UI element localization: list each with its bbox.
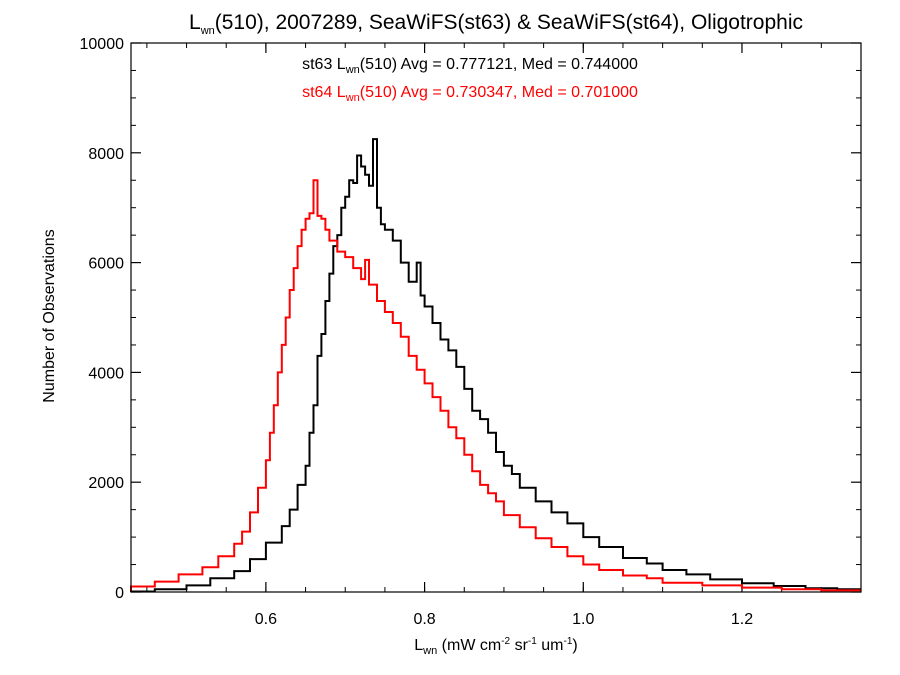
legend-st64-p2: (510) Avg = 0.730347, Med = 0.701000	[360, 84, 638, 101]
y-tick-label: 4000	[88, 365, 124, 382]
y-tick-label: 10000	[80, 36, 125, 53]
legend-st63: st63 Lwn(510) Avg = 0.777121, Med = 0.74…	[302, 56, 638, 76]
title-rest: (510), 2007289, SeaWiFS(st63) & SeaWiFS(…	[215, 11, 803, 34]
y-axis-title: Number of Observations	[41, 229, 58, 402]
x-tick-label: 1.0	[572, 611, 594, 628]
legend-st63-p1: st63 L	[302, 56, 346, 73]
series-st64-line	[130, 179, 861, 592]
legend-st64: st64 Lwn(510) Avg = 0.730347, Med = 0.70…	[302, 84, 638, 104]
y-tick-label: 8000	[88, 146, 124, 163]
x-tick-label: 0.8	[413, 611, 435, 628]
y-tick-label: 6000	[88, 256, 124, 273]
x-tick-label: 1.2	[731, 611, 753, 628]
x-axis-title: Lwn (mW cm-2 sr-1 um-1)	[414, 636, 577, 657]
legend-st63-sub: wn	[345, 64, 360, 76]
series-st63-line	[130, 138, 861, 593]
title-subscript: wn	[200, 25, 215, 37]
plot-frame	[130, 42, 862, 593]
y-tick-label: 0	[115, 585, 124, 602]
title-base: L	[189, 11, 201, 34]
chart-title: Lwn(510), 2007289, SeaWiFS(st63) & SeaWi…	[189, 11, 803, 37]
x-tick-label: 0.6	[255, 611, 277, 628]
y-tick-label: 2000	[88, 475, 124, 492]
axis-ticks: 0.6 0.8 1.0 1.2 0 2000 4000 6000 8000 10000	[80, 36, 862, 628]
legend-st64-sub: wn	[345, 92, 360, 104]
legend-st63-p2: (510) Avg = 0.777121, Med = 0.744000	[360, 56, 638, 73]
legend-st64-p1: st64 L	[302, 84, 346, 101]
series-group	[130, 138, 861, 593]
